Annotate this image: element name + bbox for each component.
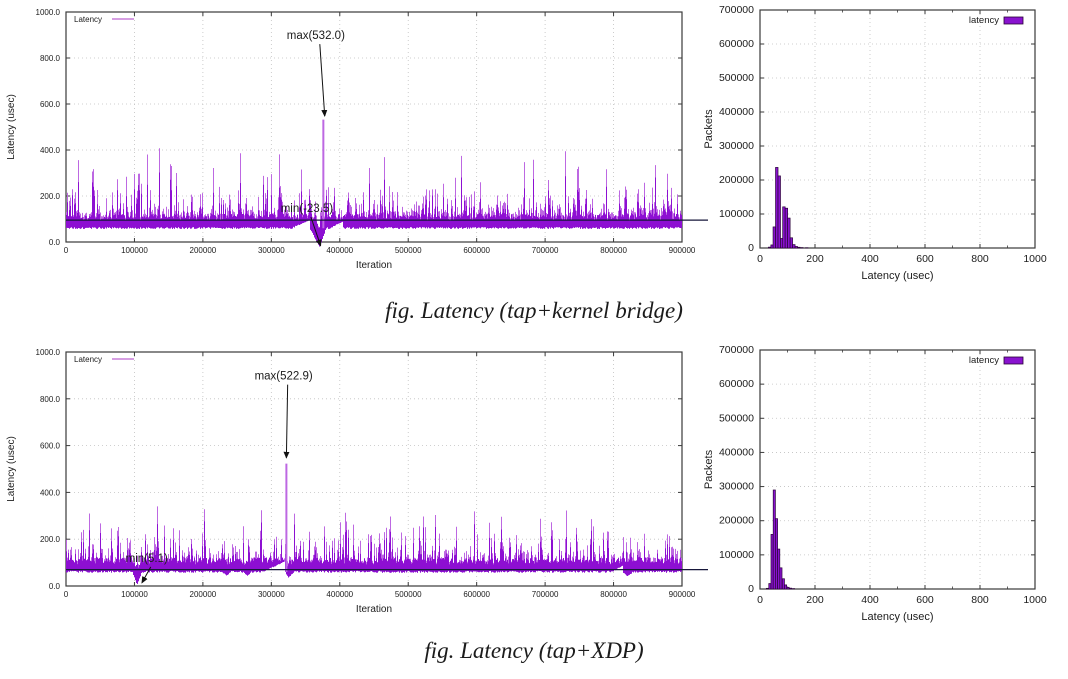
svg-text:latency: latency <box>969 355 999 366</box>
figure-caption-xdp: fig. Latency (tap+XDP) <box>424 638 644 663</box>
latency-histogram-xdp-svg: 0 200 400 600 800 1000 0 100000 200000 300000 4000… <box>703 344 1047 623</box>
svg-text:Packets: Packets <box>703 449 715 489</box>
svg-text:600000: 600000 <box>463 590 490 599</box>
svg-text:800: 800 <box>971 594 989 606</box>
svg-text:400.0: 400.0 <box>40 146 61 155</box>
svg-text:400000: 400000 <box>326 246 353 255</box>
svg-text:200000: 200000 <box>190 590 217 599</box>
svg-text:max(522.9): max(522.9) <box>255 371 313 383</box>
svg-text:1000.0: 1000.0 <box>36 8 61 17</box>
svg-text:300000: 300000 <box>258 246 285 255</box>
svg-text:Latency (usec): Latency (usec) <box>6 436 17 502</box>
svg-text:1000: 1000 <box>1023 253 1047 265</box>
svg-text:1000: 1000 <box>1023 594 1047 606</box>
svg-text:max(532.0): max(532.0) <box>287 30 345 42</box>
latency-histogram-bridge-svg: 0 200 400 600 800 1000 0 100000 200000 300000 4000… <box>703 4 1047 282</box>
svg-text:Latency (usec): Latency (usec) <box>6 94 17 160</box>
svg-text:100000: 100000 <box>719 549 754 561</box>
svg-text:800.0: 800.0 <box>40 395 61 404</box>
svg-text:400.0: 400.0 <box>40 488 61 497</box>
latency-timeseries-xdp-chart: 0 100000 200000 300000 400000 500000 600000 700… <box>0 340 710 641</box>
latency-timeseries-xdp-svg: 0 100000 200000 300000 400000 500000 600000 700… <box>6 348 708 615</box>
svg-text:Iteration: Iteration <box>356 604 392 615</box>
svg-text:0.0: 0.0 <box>49 582 61 591</box>
svg-text:500000: 500000 <box>719 72 754 84</box>
svg-text:0.0: 0.0 <box>49 238 61 247</box>
svg-text:400000: 400000 <box>719 446 754 458</box>
svg-text:Latency (usec): Latency (usec) <box>861 611 933 623</box>
svg-text:0: 0 <box>748 583 754 595</box>
svg-text:0: 0 <box>757 253 763 265</box>
svg-text:900000: 900000 <box>669 590 696 599</box>
svg-text:700000: 700000 <box>532 590 559 599</box>
svg-text:400: 400 <box>861 253 879 265</box>
svg-text:200000: 200000 <box>719 174 754 186</box>
svg-text:0: 0 <box>64 246 69 255</box>
latency-timeseries-bridge-svg: 0 100000 200000 300000 400000 500000 600000 700… <box>6 8 708 271</box>
svg-text:latency: latency <box>969 15 999 26</box>
svg-text:700000: 700000 <box>532 246 559 255</box>
svg-text:100000: 100000 <box>719 208 754 220</box>
svg-text:0: 0 <box>64 590 69 599</box>
svg-text:400: 400 <box>861 594 879 606</box>
svg-text:200: 200 <box>806 594 824 606</box>
svg-text:Latency: Latency <box>74 15 102 24</box>
svg-text:300000: 300000 <box>719 481 754 493</box>
svg-text:min(5.1): min(5.1) <box>126 553 168 565</box>
svg-text:200000: 200000 <box>190 246 217 255</box>
svg-text:800000: 800000 <box>600 590 627 599</box>
svg-text:300000: 300000 <box>258 590 285 599</box>
svg-text:800.0: 800.0 <box>40 54 61 63</box>
svg-text:600: 600 <box>916 253 934 265</box>
svg-text:700000: 700000 <box>719 344 754 356</box>
svg-text:400000: 400000 <box>326 590 353 599</box>
svg-text:800000: 800000 <box>600 246 627 255</box>
svg-text:Iteration: Iteration <box>356 260 392 271</box>
svg-text:Packets: Packets <box>703 109 715 149</box>
svg-text:200: 200 <box>806 253 824 265</box>
svg-text:200.0: 200.0 <box>40 192 61 201</box>
svg-text:1000.0: 1000.0 <box>36 348 61 357</box>
svg-text:100000: 100000 <box>121 590 148 599</box>
svg-text:min(-23.5): min(-23.5) <box>281 203 334 215</box>
figure-caption-bridge: fig. Latency (tap+kernel bridge) <box>385 298 683 323</box>
svg-text:200000: 200000 <box>719 515 754 527</box>
svg-text:500000: 500000 <box>395 246 422 255</box>
svg-text:700000: 700000 <box>719 4 754 16</box>
svg-text:600.0: 600.0 <box>40 100 61 109</box>
svg-text:300000: 300000 <box>719 140 754 152</box>
svg-text:500000: 500000 <box>719 412 754 424</box>
svg-text:100000: 100000 <box>121 246 148 255</box>
svg-text:Latency (usec): Latency (usec) <box>861 270 933 282</box>
svg-text:600000: 600000 <box>463 246 490 255</box>
svg-text:600.0: 600.0 <box>40 442 61 451</box>
svg-text:900000: 900000 <box>669 246 696 255</box>
latency-histogram-xdp-chart: 0 200 400 600 800 1000 0 100000 200000 300000 4000… <box>700 340 1068 641</box>
latency-timeseries-bridge-chart: 0 100000 200000 300000 400000 500000 600000 700… <box>0 0 710 301</box>
svg-text:600000: 600000 <box>719 38 754 50</box>
svg-text:500000: 500000 <box>395 590 422 599</box>
svg-text:600000: 600000 <box>719 378 754 390</box>
svg-text:Latency: Latency <box>74 355 102 364</box>
svg-text:400000: 400000 <box>719 106 754 118</box>
svg-text:0: 0 <box>748 242 754 254</box>
latency-histogram-bridge-chart: 0 200 400 600 800 1000 0 100000 200000 300000 4000… <box>700 0 1068 301</box>
svg-text:600: 600 <box>916 594 934 606</box>
svg-text:800: 800 <box>971 253 989 265</box>
svg-text:0: 0 <box>757 594 763 606</box>
svg-text:200.0: 200.0 <box>40 535 61 544</box>
